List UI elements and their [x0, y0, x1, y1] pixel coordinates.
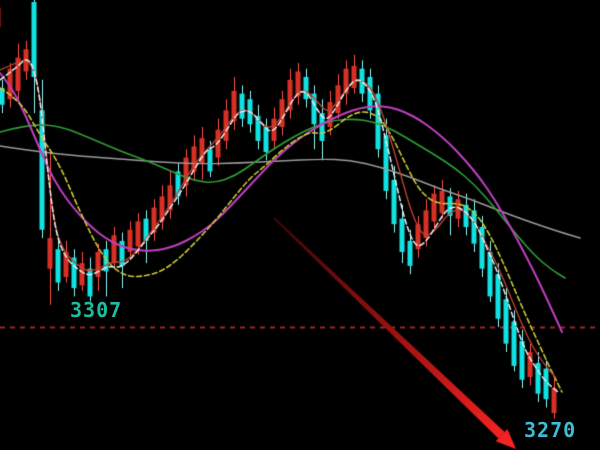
current-price-label: 3270: [524, 418, 577, 442]
support-level-label: 3307: [70, 298, 123, 322]
